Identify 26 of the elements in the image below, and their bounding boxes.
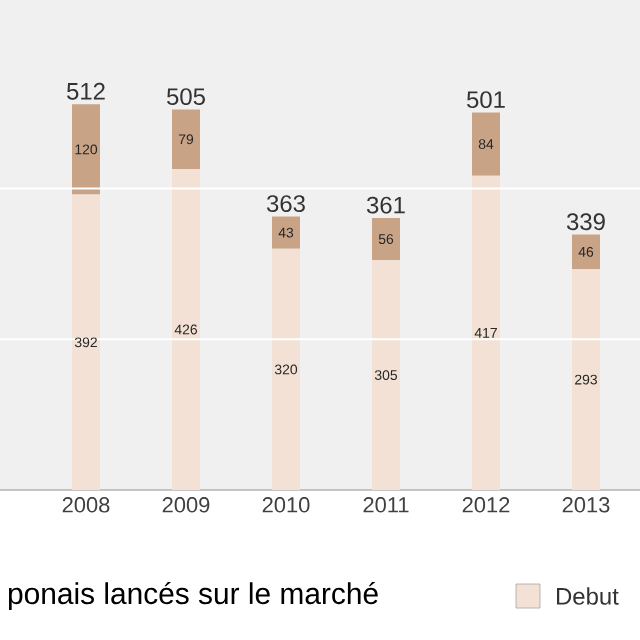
total-label: 361 [366, 196, 405, 214]
x-tick-label: 2012 [462, 497, 510, 513]
bar [371, 217, 400, 261]
bar [172, 109, 200, 169]
bar [271, 248, 300, 490]
bar [72, 194, 100, 490]
bar [571, 269, 600, 490]
x-tick-label: 2013 [562, 497, 610, 513]
bar [72, 104, 100, 195]
x-tick-label: 2009 [162, 497, 210, 513]
total-label: 339 [566, 213, 605, 231]
x-tick-label: 2011 [363, 497, 409, 513]
x-tick-label: 2010 [262, 497, 310, 513]
bar [172, 168, 200, 490]
total-label: 501 [467, 91, 505, 109]
total-label: 363 [266, 195, 305, 213]
bar [271, 216, 300, 249]
bar [371, 260, 400, 490]
bar [471, 175, 500, 490]
text: ponais lancés sur le marché [8, 581, 378, 611]
bar [571, 234, 600, 270]
bar [471, 112, 500, 176]
total-label: 505 [167, 88, 205, 106]
legend-label: Debut [557, 587, 619, 605]
x-tick-label: 2008 [62, 497, 110, 513]
total-label: 512 [67, 82, 105, 100]
